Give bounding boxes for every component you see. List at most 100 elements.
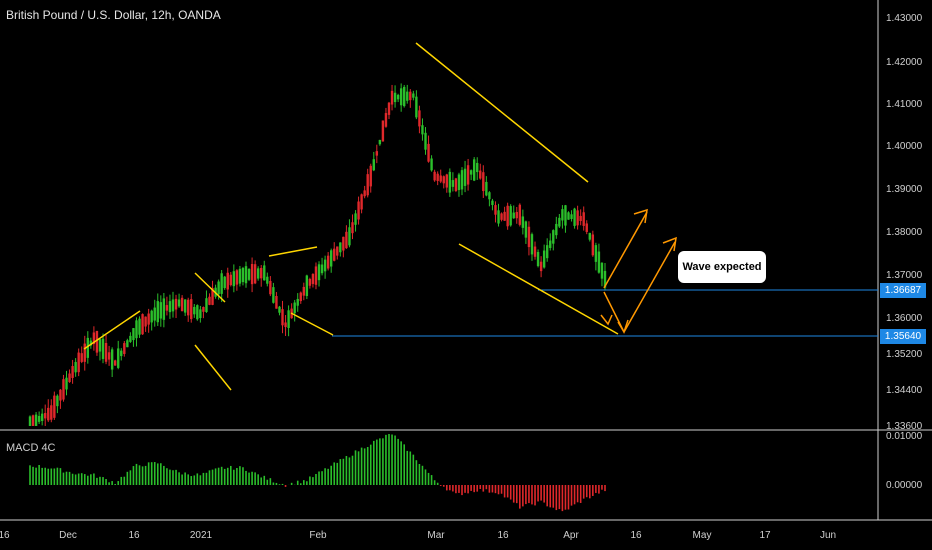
candle-body: [272, 287, 275, 303]
candle-body: [247, 268, 251, 280]
candle-body: [521, 216, 525, 228]
candle-body: [576, 210, 579, 226]
candle-body: [229, 274, 232, 286]
candle-body: [150, 310, 153, 323]
candle-body: [597, 251, 601, 273]
candle-body: [403, 86, 406, 107]
candle-body: [500, 213, 503, 220]
candle-body: [263, 265, 266, 281]
candle-body: [317, 264, 321, 281]
candle-body: [92, 332, 96, 345]
candle-body: [287, 310, 290, 328]
candle-body: [293, 302, 296, 314]
candle-body: [147, 313, 150, 325]
candle-body: [174, 298, 178, 310]
candle-body: [387, 102, 391, 115]
candle-body: [326, 255, 330, 269]
candle-body: [591, 234, 595, 256]
candle-body: [138, 318, 141, 335]
candle-body: [141, 314, 144, 335]
candle-body: [348, 227, 351, 246]
candle-body: [357, 201, 360, 220]
candle-body: [177, 299, 181, 307]
candle-body: [86, 337, 90, 358]
candle-body: [250, 263, 254, 285]
candle-body: [555, 223, 558, 236]
candle-body: [223, 276, 226, 289]
trendline: [458, 243, 619, 335]
projection-path: [603, 241, 676, 334]
candle-body: [600, 262, 604, 279]
candle-body: [95, 330, 99, 353]
candle-body: [412, 93, 415, 98]
time-tick-label: Dec: [59, 530, 77, 541]
price-tick-label: 1.33600: [886, 421, 923, 432]
candle-body: [460, 170, 464, 190]
candle-body: [390, 90, 394, 105]
candle-body: [37, 415, 41, 422]
candle-body: [241, 267, 245, 283]
time-tick-label: 16: [128, 530, 140, 541]
candle-body: [573, 208, 576, 226]
candle-body: [275, 295, 278, 309]
candle-body: [34, 414, 38, 426]
candle-body: [59, 389, 62, 401]
candle-body: [430, 158, 433, 171]
candle-body: [244, 266, 248, 284]
candle-body: [205, 298, 208, 313]
candle-body: [345, 231, 348, 249]
trendline: [290, 312, 334, 336]
candle-body: [479, 170, 482, 179]
candle-body: [28, 416, 32, 426]
candle-body: [418, 110, 421, 127]
candle-body: [311, 274, 315, 284]
candle-body: [129, 335, 132, 342]
candle-body: [83, 343, 86, 362]
price-tag-upper: 1.36687: [880, 283, 926, 298]
candle-body: [190, 299, 193, 320]
candle-body: [457, 174, 461, 191]
candle-body: [117, 348, 120, 368]
candle-body: [56, 395, 59, 407]
price-tick-label: 1.42000: [886, 57, 923, 68]
candle-body: [235, 270, 239, 285]
time-tick-label: 17: [759, 530, 771, 541]
price-tick-label: 1.34400: [886, 385, 923, 396]
candle-body: [515, 211, 518, 219]
macd-tick-label: 0.01000: [886, 431, 923, 442]
candle-body: [469, 170, 473, 175]
candle-body: [542, 250, 546, 268]
time-tick-label: 16: [497, 530, 509, 541]
candle-body: [107, 352, 111, 360]
arrow-head: [617, 319, 629, 334]
candle-body: [378, 139, 382, 145]
candle-body: [476, 162, 479, 173]
candle-body: [101, 338, 105, 359]
candle-body: [585, 223, 588, 232]
macd-label: MACD 4C: [6, 442, 56, 454]
candle-body: [44, 413, 47, 419]
candle-body: [445, 174, 448, 188]
candle-body: [424, 132, 427, 150]
candle-body: [284, 322, 287, 328]
candle-body: [193, 306, 196, 315]
chart-title: British Pound / U.S. Dollar, 12h, OANDA: [6, 8, 221, 22]
candle-body: [360, 194, 363, 210]
candle-body: [533, 246, 537, 257]
candle-body: [50, 405, 53, 420]
annotation-bubble[interactable]: Wave expected: [678, 251, 766, 283]
candle-body: [135, 320, 138, 339]
price-tick-label: 1.37000: [886, 270, 923, 281]
time-tick-label: Apr: [563, 530, 579, 541]
candle-body: [485, 181, 488, 196]
price-tag-lower: 1.35640: [880, 329, 926, 344]
candle-body: [71, 366, 74, 378]
candle-body: [333, 248, 336, 261]
price-tick-label: 1.43000: [886, 13, 923, 24]
candle-body: [536, 251, 540, 267]
price-tick-label: 1.39000: [886, 184, 923, 195]
candle-body: [375, 151, 379, 156]
candle-body: [199, 309, 202, 319]
candle-body: [110, 349, 114, 370]
